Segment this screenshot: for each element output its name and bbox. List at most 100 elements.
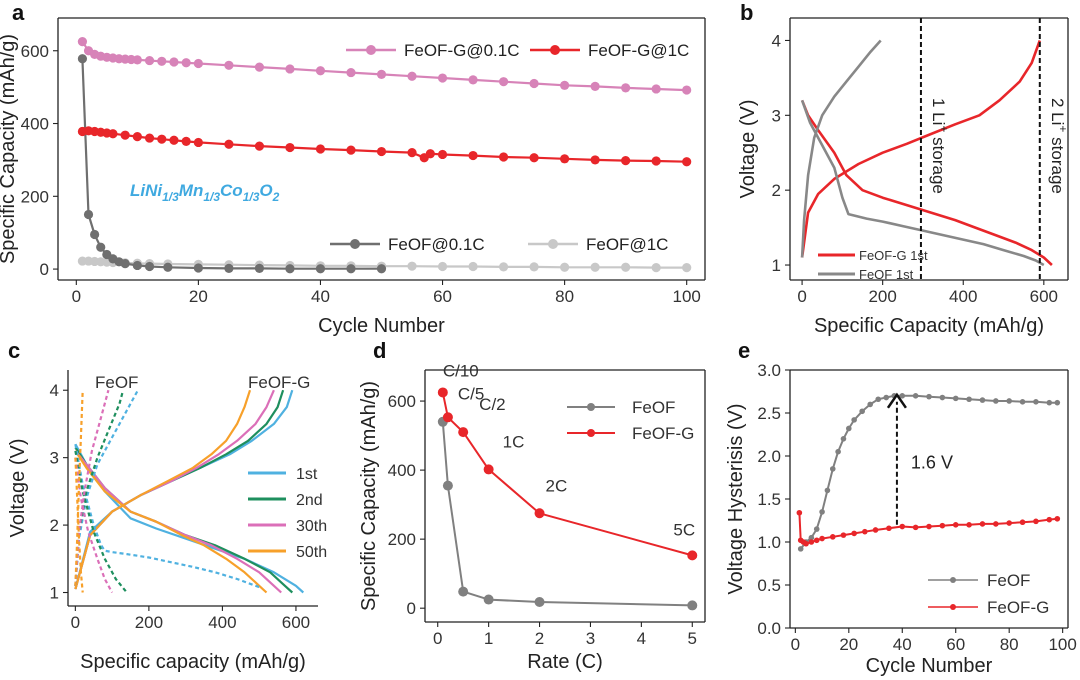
data-point bbox=[813, 537, 820, 544]
y-tick-label: 0.5 bbox=[757, 576, 781, 595]
y-tick-label: 1.0 bbox=[757, 533, 781, 552]
data-point bbox=[872, 527, 879, 533]
data-point bbox=[120, 130, 130, 140]
data-point bbox=[425, 149, 435, 159]
x-tick-label: 0 bbox=[72, 287, 81, 306]
data-point bbox=[83, 209, 94, 220]
data-point bbox=[498, 77, 509, 87]
composition-annotation: LiNi1/3Mn1/3Co1/3O2 bbox=[130, 181, 280, 204]
y-tick-label: 0 bbox=[40, 260, 49, 279]
series-line-13 bbox=[74, 389, 110, 586]
panel-b: b 0 200 400 600 1 2 3 4 Specific Capacity (mAh/g)… bbox=[737, 0, 1070, 337]
x-tick-label: 2 bbox=[535, 629, 544, 648]
data-point bbox=[90, 229, 100, 240]
data-point bbox=[1019, 399, 1026, 405]
legend-label: FeOF@0.1C bbox=[388, 235, 485, 254]
y-tick-label: 0.0 bbox=[757, 619, 781, 638]
storage-annotation-rest: storage bbox=[1048, 132, 1067, 193]
data-point bbox=[346, 145, 356, 155]
series-line-6 bbox=[74, 450, 268, 594]
series-line-3 bbox=[800, 39, 882, 258]
series-line-8 bbox=[74, 444, 260, 589]
y-tick-label: 400 bbox=[21, 115, 49, 134]
data-point bbox=[442, 412, 453, 423]
data-point bbox=[77, 54, 88, 64]
data-point bbox=[437, 149, 448, 160]
y-tick-label: 0 bbox=[407, 599, 416, 618]
data-point bbox=[899, 523, 906, 530]
y-tick-label: 3 bbox=[772, 106, 781, 125]
y-axis-label: Specific Capacity (mAh/g) bbox=[0, 34, 19, 264]
annotation-subscript: 1/3 bbox=[203, 190, 220, 204]
data-point bbox=[803, 540, 809, 547]
data-point bbox=[829, 466, 836, 472]
data-point bbox=[458, 427, 469, 438]
data-point bbox=[926, 523, 932, 530]
data-point bbox=[851, 530, 857, 537]
legend-marker bbox=[350, 239, 360, 249]
data-point bbox=[468, 75, 478, 85]
x-tick-label: 0 bbox=[433, 629, 442, 648]
data-point bbox=[966, 522, 972, 528]
x-tick-label: 0 bbox=[71, 613, 80, 632]
data-point bbox=[437, 73, 448, 83]
hysteresis-annotation: 1.6 V bbox=[911, 452, 953, 472]
data-point bbox=[1054, 515, 1061, 522]
data-point bbox=[285, 142, 295, 153]
data-point bbox=[120, 259, 130, 269]
x-tick-label: 5 bbox=[688, 629, 697, 648]
data-point bbox=[376, 146, 387, 157]
x-tick-label: 1 bbox=[484, 629, 493, 648]
x-tick-label: 400 bbox=[208, 613, 236, 632]
data-point bbox=[193, 58, 203, 69]
data-point bbox=[498, 152, 509, 162]
series-line-7 bbox=[74, 389, 252, 590]
y-axis-label: Voltage (V) bbox=[737, 100, 759, 199]
fe-of-g-label: FeOF-G bbox=[248, 373, 310, 392]
data-point bbox=[224, 263, 234, 273]
data-point bbox=[840, 532, 847, 538]
rate-point-label: C/10 bbox=[443, 361, 479, 380]
legend-label: FeOF@1C bbox=[586, 235, 668, 254]
y-tick-label: 200 bbox=[21, 187, 49, 206]
data-point bbox=[952, 522, 959, 528]
data-point bbox=[285, 64, 295, 74]
y-tick-label: 400 bbox=[388, 461, 416, 480]
data-point bbox=[687, 600, 698, 611]
data-point bbox=[407, 148, 417, 158]
x-tick-label: 100 bbox=[1048, 635, 1076, 654]
series-line-1 bbox=[800, 40, 1042, 258]
y-tick-label: 4 bbox=[50, 381, 59, 400]
data-point bbox=[144, 55, 155, 66]
data-point bbox=[912, 524, 919, 531]
legend-label: FeOF-G@0.1C bbox=[404, 41, 520, 60]
x-tick-label: 80 bbox=[555, 287, 574, 306]
data-point bbox=[346, 264, 356, 274]
y-tick-label: 2 bbox=[50, 516, 59, 535]
y-tick-label: 600 bbox=[21, 42, 49, 61]
data-point bbox=[883, 394, 890, 401]
x-tick-label: 0 bbox=[791, 635, 800, 654]
data-point bbox=[1033, 518, 1039, 525]
data-point bbox=[437, 261, 448, 272]
data-point bbox=[285, 264, 295, 274]
storage-annotation-sup: + bbox=[937, 125, 951, 132]
x-tick-label: 40 bbox=[893, 635, 912, 654]
data-point bbox=[483, 594, 494, 605]
annotation-subscript: 1/3 bbox=[243, 190, 260, 204]
panel-a: a 0 20 40 60 80 100 0 200 400 600 Cycle Number Speci… bbox=[0, 0, 706, 337]
data-point bbox=[1006, 398, 1012, 404]
annotation-part: LiNi bbox=[130, 181, 163, 200]
y-axis-label: Specific Capacity (mAh/g) bbox=[358, 381, 380, 611]
y-tick-label: 600 bbox=[388, 392, 416, 411]
series-line-2 bbox=[74, 446, 294, 594]
data-point bbox=[590, 262, 600, 272]
storage-annotation: 1 Li+ storage bbox=[929, 98, 951, 194]
legend-label: FeOF bbox=[632, 398, 675, 417]
panel-label: d bbox=[373, 338, 386, 363]
data-point bbox=[560, 262, 570, 272]
data-point bbox=[529, 78, 539, 89]
data-point bbox=[315, 144, 326, 154]
legend-label: 50th bbox=[296, 544, 327, 561]
y-tick-label: 3.0 bbox=[757, 361, 781, 380]
